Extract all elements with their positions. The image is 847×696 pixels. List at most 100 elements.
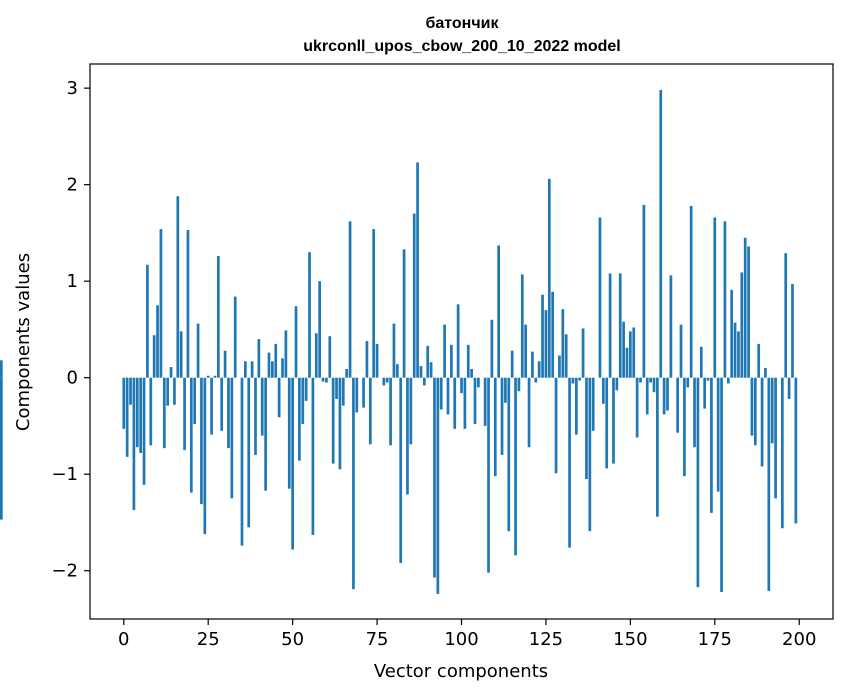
- bar-98: [453, 377, 457, 429]
- y-tick-label: 1: [67, 271, 78, 292]
- x-tick-label: 175: [698, 629, 732, 650]
- bar-12: [162, 377, 166, 449]
- bar-166: [683, 377, 686, 477]
- bar-21: [193, 377, 197, 425]
- bar-116: [514, 377, 517, 556]
- bar-179: [726, 377, 730, 384]
- bar-135: [578, 377, 582, 381]
- bar-77: [382, 377, 386, 386]
- bar-62: [331, 377, 335, 464]
- y-tick-label: −2: [51, 561, 78, 582]
- bar-171: [699, 346, 703, 378]
- bar-48: [284, 330, 288, 378]
- bar-52: [298, 377, 301, 461]
- x-tick-label: 200: [782, 629, 816, 650]
- bar-53: [301, 377, 305, 425]
- bar-187: [753, 377, 757, 446]
- bar-30: [223, 350, 227, 378]
- bar-117: [517, 377, 521, 392]
- bar-9: [152, 335, 156, 378]
- bar-13: [166, 377, 170, 406]
- bar-175: [713, 217, 717, 378]
- bar-158: [656, 377, 659, 517]
- bar-178: [723, 221, 727, 378]
- bar-162: [669, 275, 673, 378]
- bar-192: [770, 377, 774, 444]
- bar-144: [608, 273, 612, 378]
- bar-66: [345, 369, 349, 378]
- y-axis-label: Components values: [13, 253, 34, 431]
- bar-154: [642, 204, 646, 378]
- x-axis-ticks: 0 25 50 75 100 125 150 175 200: [118, 619, 816, 650]
- bar-61: [328, 336, 332, 378]
- bar-2: [129, 377, 132, 405]
- bar-56: [311, 377, 315, 536]
- bar-121: [531, 351, 534, 378]
- bar-55: [308, 252, 311, 378]
- bar-147: [618, 273, 622, 378]
- bar-58: [318, 281, 321, 378]
- bar-49: [287, 377, 291, 489]
- bar-85: [409, 377, 413, 445]
- bars-group: [0, 90, 798, 594]
- bar-103: [470, 369, 473, 378]
- bar-23: [200, 377, 203, 505]
- bar-131: [564, 334, 568, 378]
- bar-94: [439, 377, 443, 410]
- bar-133: [571, 377, 575, 384]
- bar-93: [436, 377, 440, 594]
- bar-134: [574, 377, 578, 435]
- bar-95: [443, 324, 446, 378]
- chart-title-line2: ukrconll_upos_cbow_200_10_2022 model: [303, 38, 620, 55]
- bar-129: [558, 355, 561, 378]
- y-tick-label: 2: [67, 175, 78, 196]
- x-tick-label: 125: [529, 629, 563, 650]
- bar-87: [416, 162, 419, 378]
- bar-185: [747, 246, 750, 378]
- bar-92: [433, 377, 436, 578]
- bar-67: [348, 221, 352, 378]
- bar-143: [605, 377, 609, 469]
- bar-26: [210, 377, 213, 435]
- bar-152: [635, 377, 639, 438]
- bar-88: [419, 366, 423, 378]
- x-tick-label: 50: [281, 629, 304, 650]
- bar-57: [314, 333, 318, 378]
- bar-32: [230, 377, 234, 499]
- bar-51: [294, 306, 298, 378]
- plot-frame: [89, 63, 834, 620]
- bar-170: [696, 377, 700, 588]
- bar-82: [399, 377, 403, 564]
- bar-33: [233, 296, 237, 378]
- bar-44: [271, 361, 274, 378]
- bar-188: [757, 343, 761, 378]
- bar-100: [460, 377, 463, 394]
- bar-165: [679, 324, 683, 378]
- bar-73: [368, 377, 372, 445]
- bar-90: [426, 345, 430, 378]
- bar-107: [483, 377, 487, 426]
- bar-101: [463, 377, 467, 429]
- bar-112: [500, 377, 504, 455]
- bar-36: [244, 361, 247, 378]
- x-tick-label: 150: [613, 629, 647, 650]
- bar-18: [183, 377, 186, 451]
- bar-130: [561, 309, 565, 378]
- bar-127: [551, 291, 555, 378]
- bar-159: [659, 90, 663, 378]
- bar-8: [149, 377, 153, 446]
- bar-54: [304, 377, 308, 401]
- bar-157: [652, 377, 656, 393]
- bar-25: [206, 375, 210, 378]
- bar-35: [240, 377, 244, 546]
- bar-72: [365, 341, 369, 378]
- bar-193: [774, 377, 777, 499]
- bar-10: [156, 305, 159, 378]
- bar-84: [406, 377, 409, 495]
- bar-40: [257, 339, 261, 378]
- bar-155: [645, 377, 649, 415]
- bar-167: [686, 377, 690, 388]
- bar-1: [125, 377, 129, 457]
- bar-31: [227, 377, 230, 449]
- bar-122: [534, 377, 538, 383]
